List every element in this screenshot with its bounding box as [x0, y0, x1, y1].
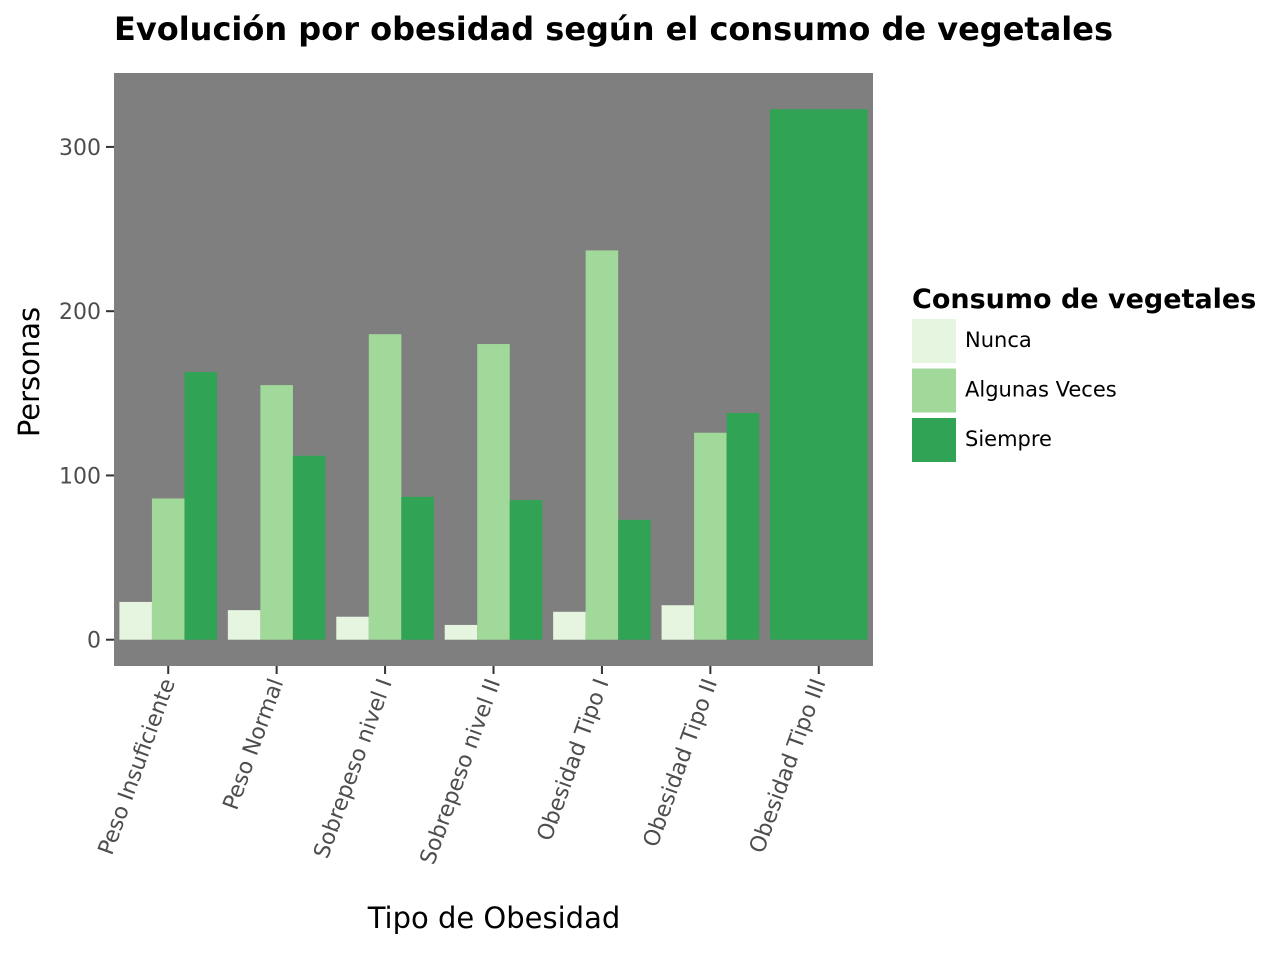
y-tick-label-0: 0: [87, 629, 101, 654]
y-axis-title: Personas: [12, 307, 46, 437]
y-tick-label-2: 200: [59, 300, 101, 325]
bar-0-2: [184, 371, 218, 640]
bar-3-1: [477, 344, 510, 640]
x-tick-label-3: Sobrepeso nivel II: [416, 676, 506, 868]
bar-0-1: [151, 498, 185, 640]
bar-4-1: [585, 250, 619, 640]
bar-0-0: [119, 601, 152, 640]
bar-5-2: [726, 413, 760, 640]
bar-5-0: [661, 605, 695, 640]
legend: Consumo de vegetales Nunca Algunas Veces S…: [912, 284, 1256, 462]
bar-5-1: [694, 432, 727, 640]
bar-4-2: [618, 519, 651, 640]
x-tick-label-6: Obesidad Tipo III: [745, 676, 831, 857]
bar-1-1: [260, 385, 293, 640]
bar-2-0: [336, 616, 369, 640]
legend-label-2: Siempre: [965, 427, 1052, 451]
legend-label-1: Algunas Veces: [965, 378, 1117, 402]
legend-key-2: [912, 418, 956, 462]
x-tick-label-2: Sobrepeso nivel I: [310, 676, 398, 862]
x-tick-label-0: Peso Insuficiente: [94, 676, 181, 859]
bar-1-0: [227, 610, 261, 640]
bar-3-0: [444, 624, 478, 640]
bar-3-2: [509, 500, 543, 640]
bar-1-2: [292, 455, 326, 640]
x-axis-title: Tipo de Obesidad: [367, 901, 621, 935]
x-tick-label-5: Obesidad Tipo II: [639, 676, 723, 851]
bar-4-0: [553, 611, 586, 640]
bar-2-1: [368, 334, 402, 640]
x-axis: Peso Insuficiente Peso Normal Sobrepeso ni…: [94, 666, 831, 868]
legend-key-0: [912, 319, 956, 363]
y-tick-label-1: 100: [59, 464, 101, 489]
y-tick-label-3: 300: [59, 136, 101, 161]
y-axis: 0 100 200 300: [59, 136, 114, 654]
x-tick-label-4: Obesidad Tipo I: [533, 676, 615, 845]
legend-key-1: [912, 368, 956, 413]
bar-2-2: [401, 496, 434, 640]
chart-title: Evolución por obesidad según el consumo …: [114, 10, 1113, 48]
legend-items: Nunca Algunas Veces Siempre: [912, 319, 1117, 462]
x-tick-label-1: Peso Normal: [219, 676, 290, 814]
legend-label-0: Nunca: [965, 328, 1032, 352]
bars: [119, 109, 868, 640]
bar-6-2: [769, 109, 868, 640]
legend-title: Consumo de vegetales: [912, 284, 1256, 315]
